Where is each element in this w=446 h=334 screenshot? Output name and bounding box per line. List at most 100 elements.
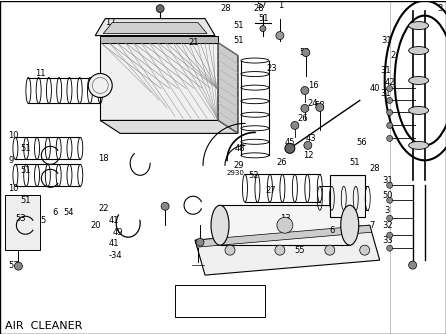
Circle shape: [276, 32, 284, 39]
Text: 26: 26: [276, 158, 286, 167]
Ellipse shape: [409, 46, 429, 54]
Text: 43: 43: [306, 134, 317, 143]
Text: 51: 51: [258, 14, 268, 23]
Text: 28: 28: [253, 4, 264, 13]
Text: 56: 56: [357, 138, 368, 147]
Circle shape: [409, 261, 417, 269]
Text: 24: 24: [308, 99, 318, 108]
Circle shape: [387, 197, 392, 203]
Circle shape: [302, 48, 310, 56]
Circle shape: [277, 217, 293, 233]
Circle shape: [260, 26, 266, 32]
Text: 49: 49: [112, 228, 123, 237]
Circle shape: [387, 215, 392, 221]
Text: 28: 28: [220, 4, 231, 13]
Circle shape: [387, 182, 392, 188]
Text: 48: 48: [235, 144, 246, 153]
Text: 51: 51: [21, 144, 31, 153]
Circle shape: [325, 245, 335, 255]
Text: 52: 52: [248, 171, 258, 180]
Circle shape: [14, 262, 22, 270]
Bar: [5, 195, 40, 250]
Text: 6: 6: [330, 226, 335, 235]
Text: 53: 53: [16, 214, 26, 223]
Circle shape: [387, 135, 392, 141]
Text: 21: 21: [188, 38, 198, 47]
Bar: [330, 175, 365, 217]
Text: 31: 31: [382, 36, 392, 45]
Polygon shape: [100, 42, 218, 121]
Text: 31: 31: [381, 66, 391, 75]
Text: 45: 45: [285, 138, 295, 147]
Text: 31: 31: [383, 176, 393, 185]
Circle shape: [304, 141, 312, 149]
Bar: [220, 205, 350, 245]
Text: 1: 1: [278, 1, 283, 10]
Circle shape: [387, 86, 392, 92]
Ellipse shape: [409, 141, 429, 149]
Ellipse shape: [409, 22, 429, 30]
Polygon shape: [195, 225, 380, 275]
Text: 40: 40: [370, 84, 380, 93]
Text: 2930: 2930: [227, 170, 245, 176]
Text: 57: 57: [256, 1, 267, 10]
Text: 9: 9: [8, 156, 14, 165]
Circle shape: [161, 202, 169, 210]
Circle shape: [196, 238, 204, 246]
Text: 55: 55: [295, 246, 306, 255]
Text: 23: 23: [266, 64, 277, 73]
Circle shape: [275, 245, 285, 255]
Text: 2: 2: [391, 51, 396, 60]
Text: 51: 51: [233, 36, 244, 45]
Text: 18: 18: [98, 154, 109, 163]
Polygon shape: [195, 225, 372, 247]
Polygon shape: [95, 19, 215, 36]
Circle shape: [285, 143, 295, 153]
Text: 51: 51: [21, 196, 31, 205]
Text: 3: 3: [385, 206, 390, 215]
Text: 33: 33: [383, 236, 393, 245]
Text: 54: 54: [63, 208, 74, 217]
Circle shape: [360, 245, 370, 255]
Ellipse shape: [409, 76, 429, 85]
Text: 58: 58: [315, 101, 326, 110]
Circle shape: [301, 105, 309, 113]
Text: 17: 17: [105, 18, 116, 27]
Ellipse shape: [409, 107, 429, 115]
Text: 42: 42: [385, 78, 395, 87]
Circle shape: [156, 5, 164, 13]
Text: 32: 32: [383, 221, 393, 230]
Text: 28: 28: [370, 164, 380, 173]
Circle shape: [301, 87, 309, 95]
Polygon shape: [100, 36, 218, 42]
Text: 26: 26: [298, 114, 309, 123]
Bar: [175, 285, 265, 317]
Text: 31: 31: [381, 89, 391, 98]
Text: 57: 57: [8, 261, 19, 270]
Text: 41: 41: [108, 216, 119, 225]
Text: • 32· 34: • 32· 34: [180, 303, 214, 312]
Text: 51: 51: [350, 158, 360, 167]
Text: • 41· 46: • 41· 46: [180, 291, 214, 300]
Ellipse shape: [211, 205, 229, 245]
Polygon shape: [103, 23, 207, 34]
Text: 6: 6: [52, 208, 58, 217]
Text: 5: 5: [40, 216, 45, 225]
Text: 12: 12: [303, 151, 314, 160]
Text: 27: 27: [265, 186, 276, 195]
Text: 10: 10: [8, 184, 19, 193]
Text: 20: 20: [90, 221, 101, 230]
Text: 10: 10: [8, 131, 19, 140]
Polygon shape: [218, 42, 238, 133]
Text: 41: 41: [108, 239, 119, 248]
Text: 50: 50: [383, 191, 393, 200]
Text: 51: 51: [233, 21, 244, 30]
Text: 3: 3: [438, 4, 443, 13]
Circle shape: [225, 245, 235, 255]
Text: -34: -34: [108, 250, 122, 260]
Text: 29: 29: [233, 161, 244, 170]
Text: 7: 7: [370, 221, 375, 230]
Circle shape: [88, 73, 112, 98]
Text: 13: 13: [280, 214, 290, 223]
Text: 11: 11: [35, 69, 46, 78]
